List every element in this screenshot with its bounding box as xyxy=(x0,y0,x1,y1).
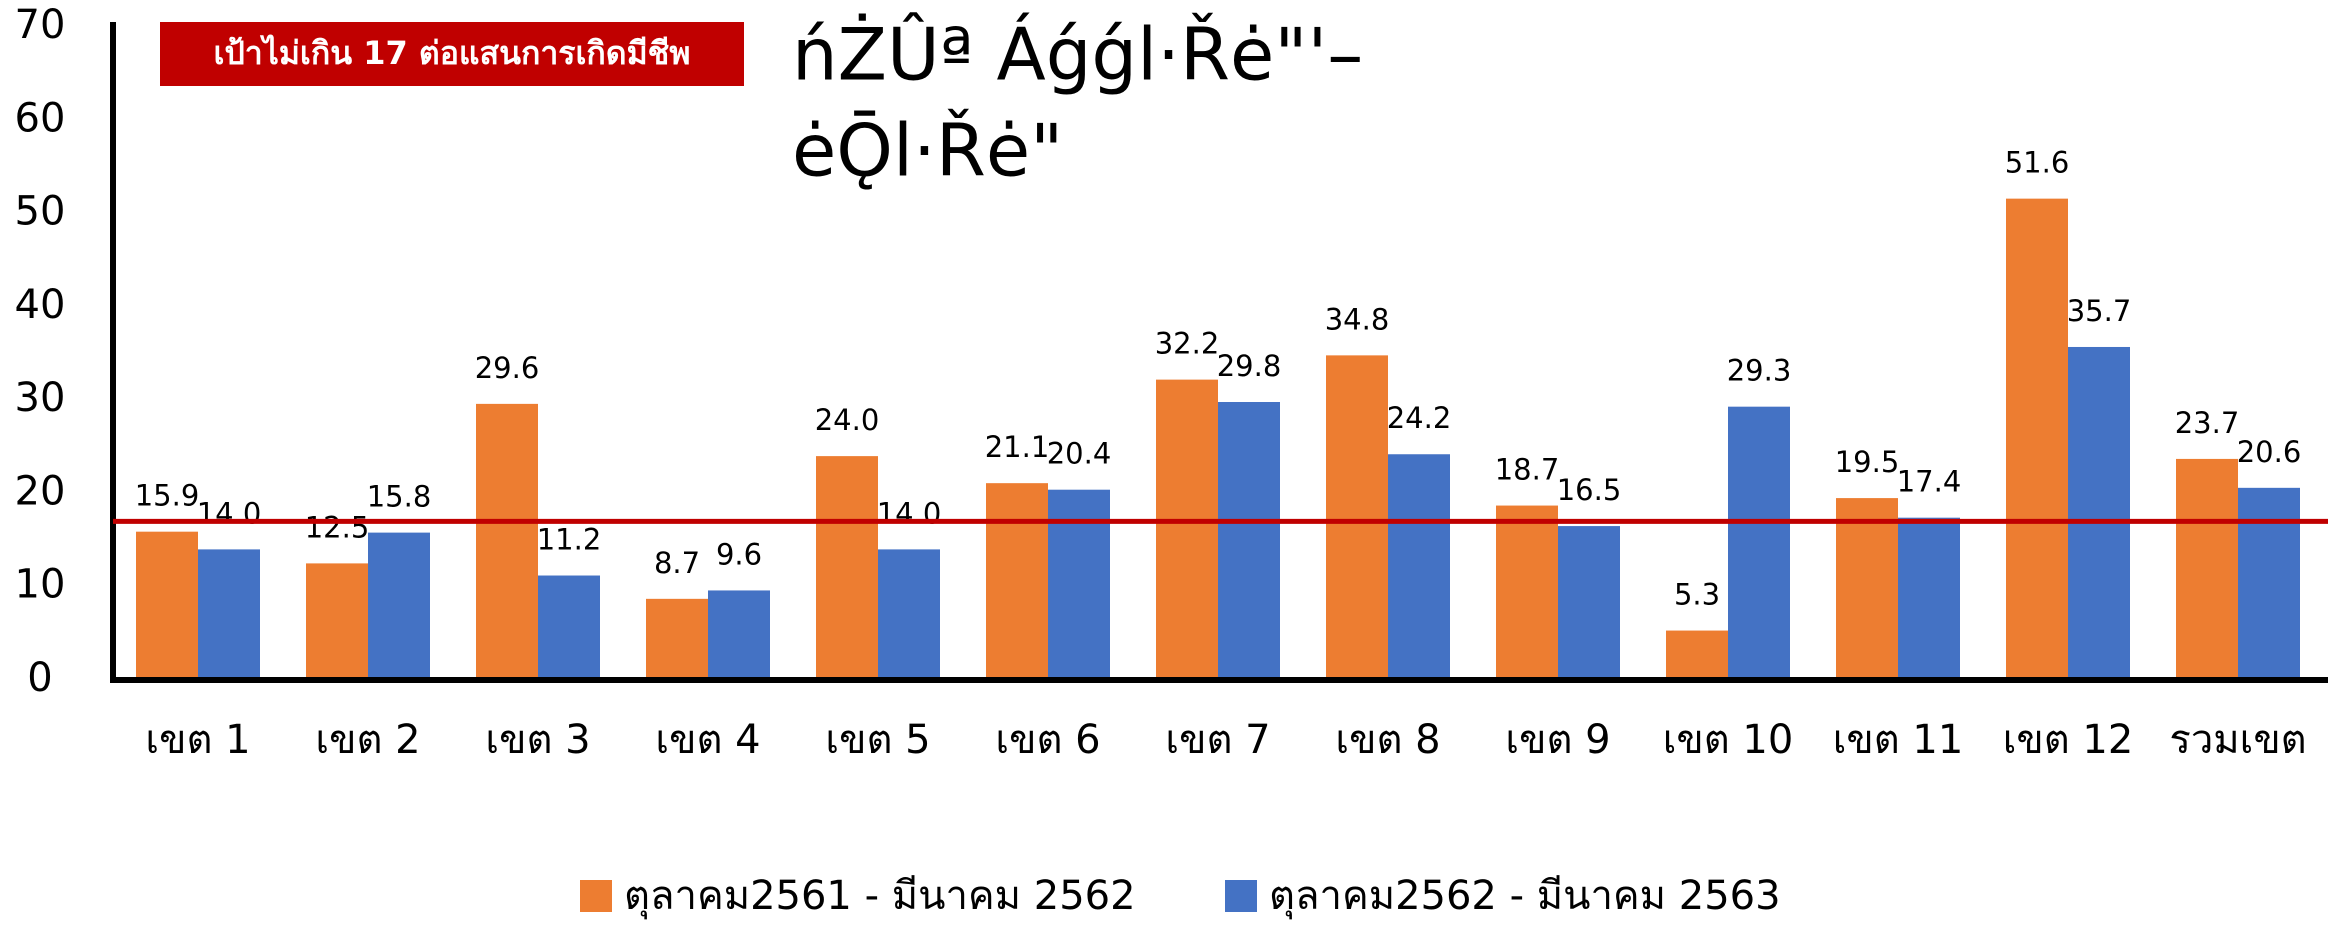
data-label: 14.0 xyxy=(877,496,942,530)
bar xyxy=(2238,487,2300,680)
x-tick-label: เขต 6 xyxy=(995,717,1100,763)
bar xyxy=(136,531,198,680)
data-label: 9.6 xyxy=(716,537,762,571)
data-label: 34.8 xyxy=(1325,302,1390,336)
y-tick-label: 10 xyxy=(15,562,66,608)
data-label: 29.8 xyxy=(1217,349,1282,383)
data-label: 15.8 xyxy=(367,480,432,514)
bar xyxy=(2176,458,2238,680)
data-label: 18.7 xyxy=(1495,453,1560,487)
x-tick-label: เขต 12 xyxy=(2003,717,2134,763)
data-label: 16.5 xyxy=(1557,473,1622,507)
legend-label: ตุลาคม2562 - มีนาคม 2563 xyxy=(1269,873,1781,920)
x-tick-label: เขต 7 xyxy=(1165,717,1270,763)
data-label: 12.5 xyxy=(305,510,370,544)
data-label: 24.2 xyxy=(1387,401,1452,435)
data-label: 17.4 xyxy=(1897,465,1962,499)
data-label: 11.2 xyxy=(537,523,602,557)
bar xyxy=(538,575,600,680)
bar xyxy=(1666,630,1728,680)
y-tick-label: 40 xyxy=(15,282,66,328)
bar xyxy=(708,590,770,680)
data-label: 8.7 xyxy=(654,546,700,580)
data-label: 32.2 xyxy=(1155,327,1220,361)
data-label: 14.0 xyxy=(197,496,262,530)
data-label: 29.6 xyxy=(475,351,540,385)
y-tick-label: 30 xyxy=(15,375,66,421)
chart-title: ńŻÛª Áǵǵl·Řė"'– xyxy=(792,13,1363,97)
data-label: 20.6 xyxy=(2237,435,2302,469)
bar xyxy=(1048,489,1110,680)
bar xyxy=(1898,517,1960,680)
data-label: 5.3 xyxy=(1674,578,1720,612)
bar xyxy=(986,483,1048,680)
x-tick-label: เขต 8 xyxy=(1335,717,1440,763)
bar xyxy=(1218,402,1280,680)
x-tick-label: เขต 9 xyxy=(1505,717,1610,763)
data-label: 51.6 xyxy=(2005,146,2070,180)
bar xyxy=(1728,406,1790,680)
bar xyxy=(1496,505,1558,680)
bar xyxy=(1326,355,1388,680)
bar xyxy=(198,549,260,680)
y-tick-label: 50 xyxy=(15,189,66,235)
x-tick-label: รวมเขต xyxy=(2169,717,2306,763)
data-label: 35.7 xyxy=(2067,294,2132,328)
data-label: 24.0 xyxy=(815,403,880,437)
legend-swatch xyxy=(580,880,612,912)
bar xyxy=(1388,454,1450,680)
x-tick-label: เขต 10 xyxy=(1663,717,1794,763)
bar xyxy=(816,456,878,680)
bar xyxy=(1836,498,1898,680)
data-label: 19.5 xyxy=(1835,445,1900,479)
chart-title: ėǬl·Řė" xyxy=(792,109,1063,193)
data-label: 29.3 xyxy=(1727,354,1792,388)
x-tick-label: เขต 5 xyxy=(825,717,930,763)
x-tick-label: เขต 1 xyxy=(145,717,250,763)
x-tick-label: เขต 4 xyxy=(655,717,760,763)
legend-swatch xyxy=(1225,880,1257,912)
legend-label: ตุลาคม2561 - มีนาคม 2562 xyxy=(624,873,1136,920)
data-label: 23.7 xyxy=(2175,406,2240,440)
data-label: 21.1 xyxy=(985,430,1050,464)
bar xyxy=(1558,526,1620,680)
data-label: 20.4 xyxy=(1047,437,1112,471)
y-tick-label: 70 xyxy=(15,2,66,48)
bar xyxy=(878,549,940,680)
bar xyxy=(1156,379,1218,680)
y-tick-label: 20 xyxy=(15,468,66,514)
x-tick-label: เขต 3 xyxy=(485,717,590,763)
y-tick-label: 60 xyxy=(15,95,66,141)
annotation: เป้าไม่เกิน 17 ต่อแสนการเกิดมีชีพ xyxy=(214,34,691,72)
bar xyxy=(2068,346,2130,680)
bar xyxy=(646,598,708,680)
bar xyxy=(306,563,368,680)
y-tick-label: 0 xyxy=(27,655,52,701)
bar xyxy=(476,403,538,680)
data-label: 15.9 xyxy=(135,479,200,513)
x-tick-label: เขต 2 xyxy=(315,717,420,763)
x-tick-label: เขต 11 xyxy=(1833,717,1964,763)
bar xyxy=(2006,198,2068,680)
annotation-box xyxy=(160,22,744,86)
bar xyxy=(368,532,430,680)
